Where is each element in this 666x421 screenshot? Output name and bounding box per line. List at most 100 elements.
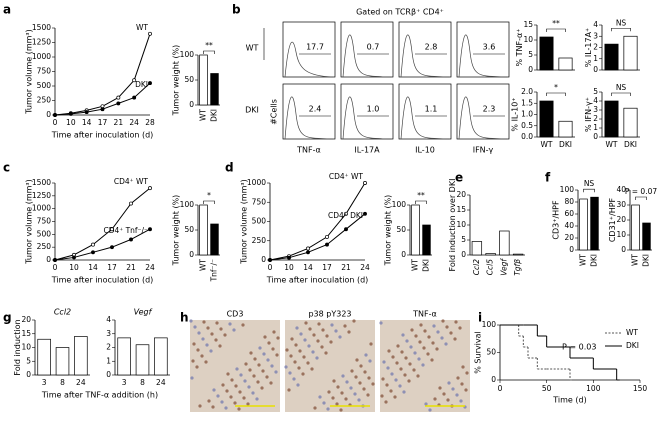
point xyxy=(116,101,121,106)
x-tick-label: 100 xyxy=(586,384,601,393)
cell xyxy=(379,321,383,325)
cell xyxy=(367,376,371,380)
cell xyxy=(212,388,216,392)
cell xyxy=(339,408,343,412)
y-tick-label: 0.5 xyxy=(521,121,533,130)
cell xyxy=(244,362,248,366)
cell xyxy=(368,359,372,363)
cell xyxy=(272,330,276,334)
marker-label: IL-10 xyxy=(415,146,435,155)
point xyxy=(306,246,310,251)
y-axis-label: CD31⁺/HPF xyxy=(608,197,617,242)
histology-image xyxy=(380,320,470,412)
y-axis-label: Tumor volume (mm³) xyxy=(24,29,33,114)
x-tick-label: 24 xyxy=(156,378,166,387)
x-tick-label: 10 xyxy=(66,118,76,127)
x-tick-label: 21 xyxy=(126,263,136,272)
sig-bracket xyxy=(583,188,595,193)
bar xyxy=(642,222,651,251)
bar xyxy=(471,241,483,256)
cell xyxy=(320,345,324,349)
marker-label: TNF-α xyxy=(296,146,321,155)
panel-letter: b xyxy=(232,3,241,17)
x-tick-label: 24 xyxy=(76,378,86,387)
y-tick-label: 1.0 xyxy=(521,110,533,119)
panel-letter: c xyxy=(3,161,10,175)
x-tick-label: 17 xyxy=(98,118,108,127)
y-tick-label: 750 xyxy=(37,217,52,226)
y-axis-label: % IL-10⁺ xyxy=(511,97,520,131)
cell xyxy=(354,375,358,379)
cell xyxy=(352,319,356,323)
y-tick-label: 20 xyxy=(21,315,31,324)
cell xyxy=(371,382,375,386)
x-axis-label: Time after inoculation (d) xyxy=(51,276,154,285)
cell xyxy=(430,358,434,362)
cell xyxy=(358,381,362,385)
point xyxy=(132,95,137,100)
cell xyxy=(223,333,227,337)
x-tick-label: 0 xyxy=(268,263,273,272)
cell xyxy=(385,383,389,387)
cell xyxy=(229,395,233,399)
cell xyxy=(329,340,333,344)
point xyxy=(91,242,95,247)
x-axis-label: Time after inoculation (d) xyxy=(51,131,154,140)
point xyxy=(84,110,89,115)
cell xyxy=(364,353,368,357)
cell xyxy=(232,328,236,332)
cell xyxy=(410,328,414,332)
cell xyxy=(290,337,294,341)
cell xyxy=(221,383,225,387)
x-tick-label: Tgfβ xyxy=(513,259,522,276)
cell xyxy=(301,372,305,376)
cell xyxy=(357,398,361,402)
cell xyxy=(316,339,320,343)
bar xyxy=(499,230,510,256)
y-axis-label: Tumor volume (mm³) xyxy=(239,179,248,264)
cell xyxy=(249,351,253,355)
x-axis-label: Time after TNF-α addition (h) xyxy=(41,391,158,400)
cell xyxy=(193,325,197,329)
bar xyxy=(539,36,554,71)
y-tick-label: 4 xyxy=(593,20,598,29)
y-tick-label: 40 xyxy=(616,185,626,194)
panel-letter: f xyxy=(545,171,551,185)
bar xyxy=(74,336,88,376)
cell xyxy=(334,329,338,333)
y-tick-label: 0.0 xyxy=(521,132,533,141)
cell xyxy=(393,395,397,399)
y-tick-label: 0 xyxy=(461,250,466,259)
stain-label: p38 pY323 xyxy=(308,310,351,319)
y-tick-label: 30 xyxy=(616,200,626,209)
cell xyxy=(206,326,210,330)
x-tick-label: 14 xyxy=(88,263,98,272)
sig-label: ** xyxy=(552,19,560,28)
cell xyxy=(451,387,455,391)
x-tick-label: 24 xyxy=(145,263,155,272)
cell xyxy=(423,329,427,333)
cell xyxy=(359,364,363,368)
x-tick-label: 21 xyxy=(114,118,124,127)
series-line xyxy=(269,182,366,261)
cell xyxy=(330,323,334,327)
cell xyxy=(302,355,306,359)
cell xyxy=(458,326,462,330)
x-tick-label: 24 xyxy=(360,263,370,272)
cell xyxy=(456,376,460,380)
y-tick-label: 10 xyxy=(21,343,31,352)
sig-bracket xyxy=(203,200,215,204)
panel-letter: e xyxy=(455,171,463,185)
bar xyxy=(117,337,131,376)
y-tick-label: 20 xyxy=(456,190,466,199)
x-tick-label: DKI xyxy=(590,254,599,267)
cell xyxy=(265,375,269,379)
point xyxy=(363,211,367,216)
cell xyxy=(460,382,464,386)
row-label: DKI xyxy=(245,106,259,115)
series-label: DKI xyxy=(135,80,148,89)
cell xyxy=(326,407,330,411)
x-tick-label: 14 xyxy=(303,263,313,272)
series-label: CD4⁺ Tnf⁻/⁻ xyxy=(103,226,148,235)
cell xyxy=(197,331,201,335)
